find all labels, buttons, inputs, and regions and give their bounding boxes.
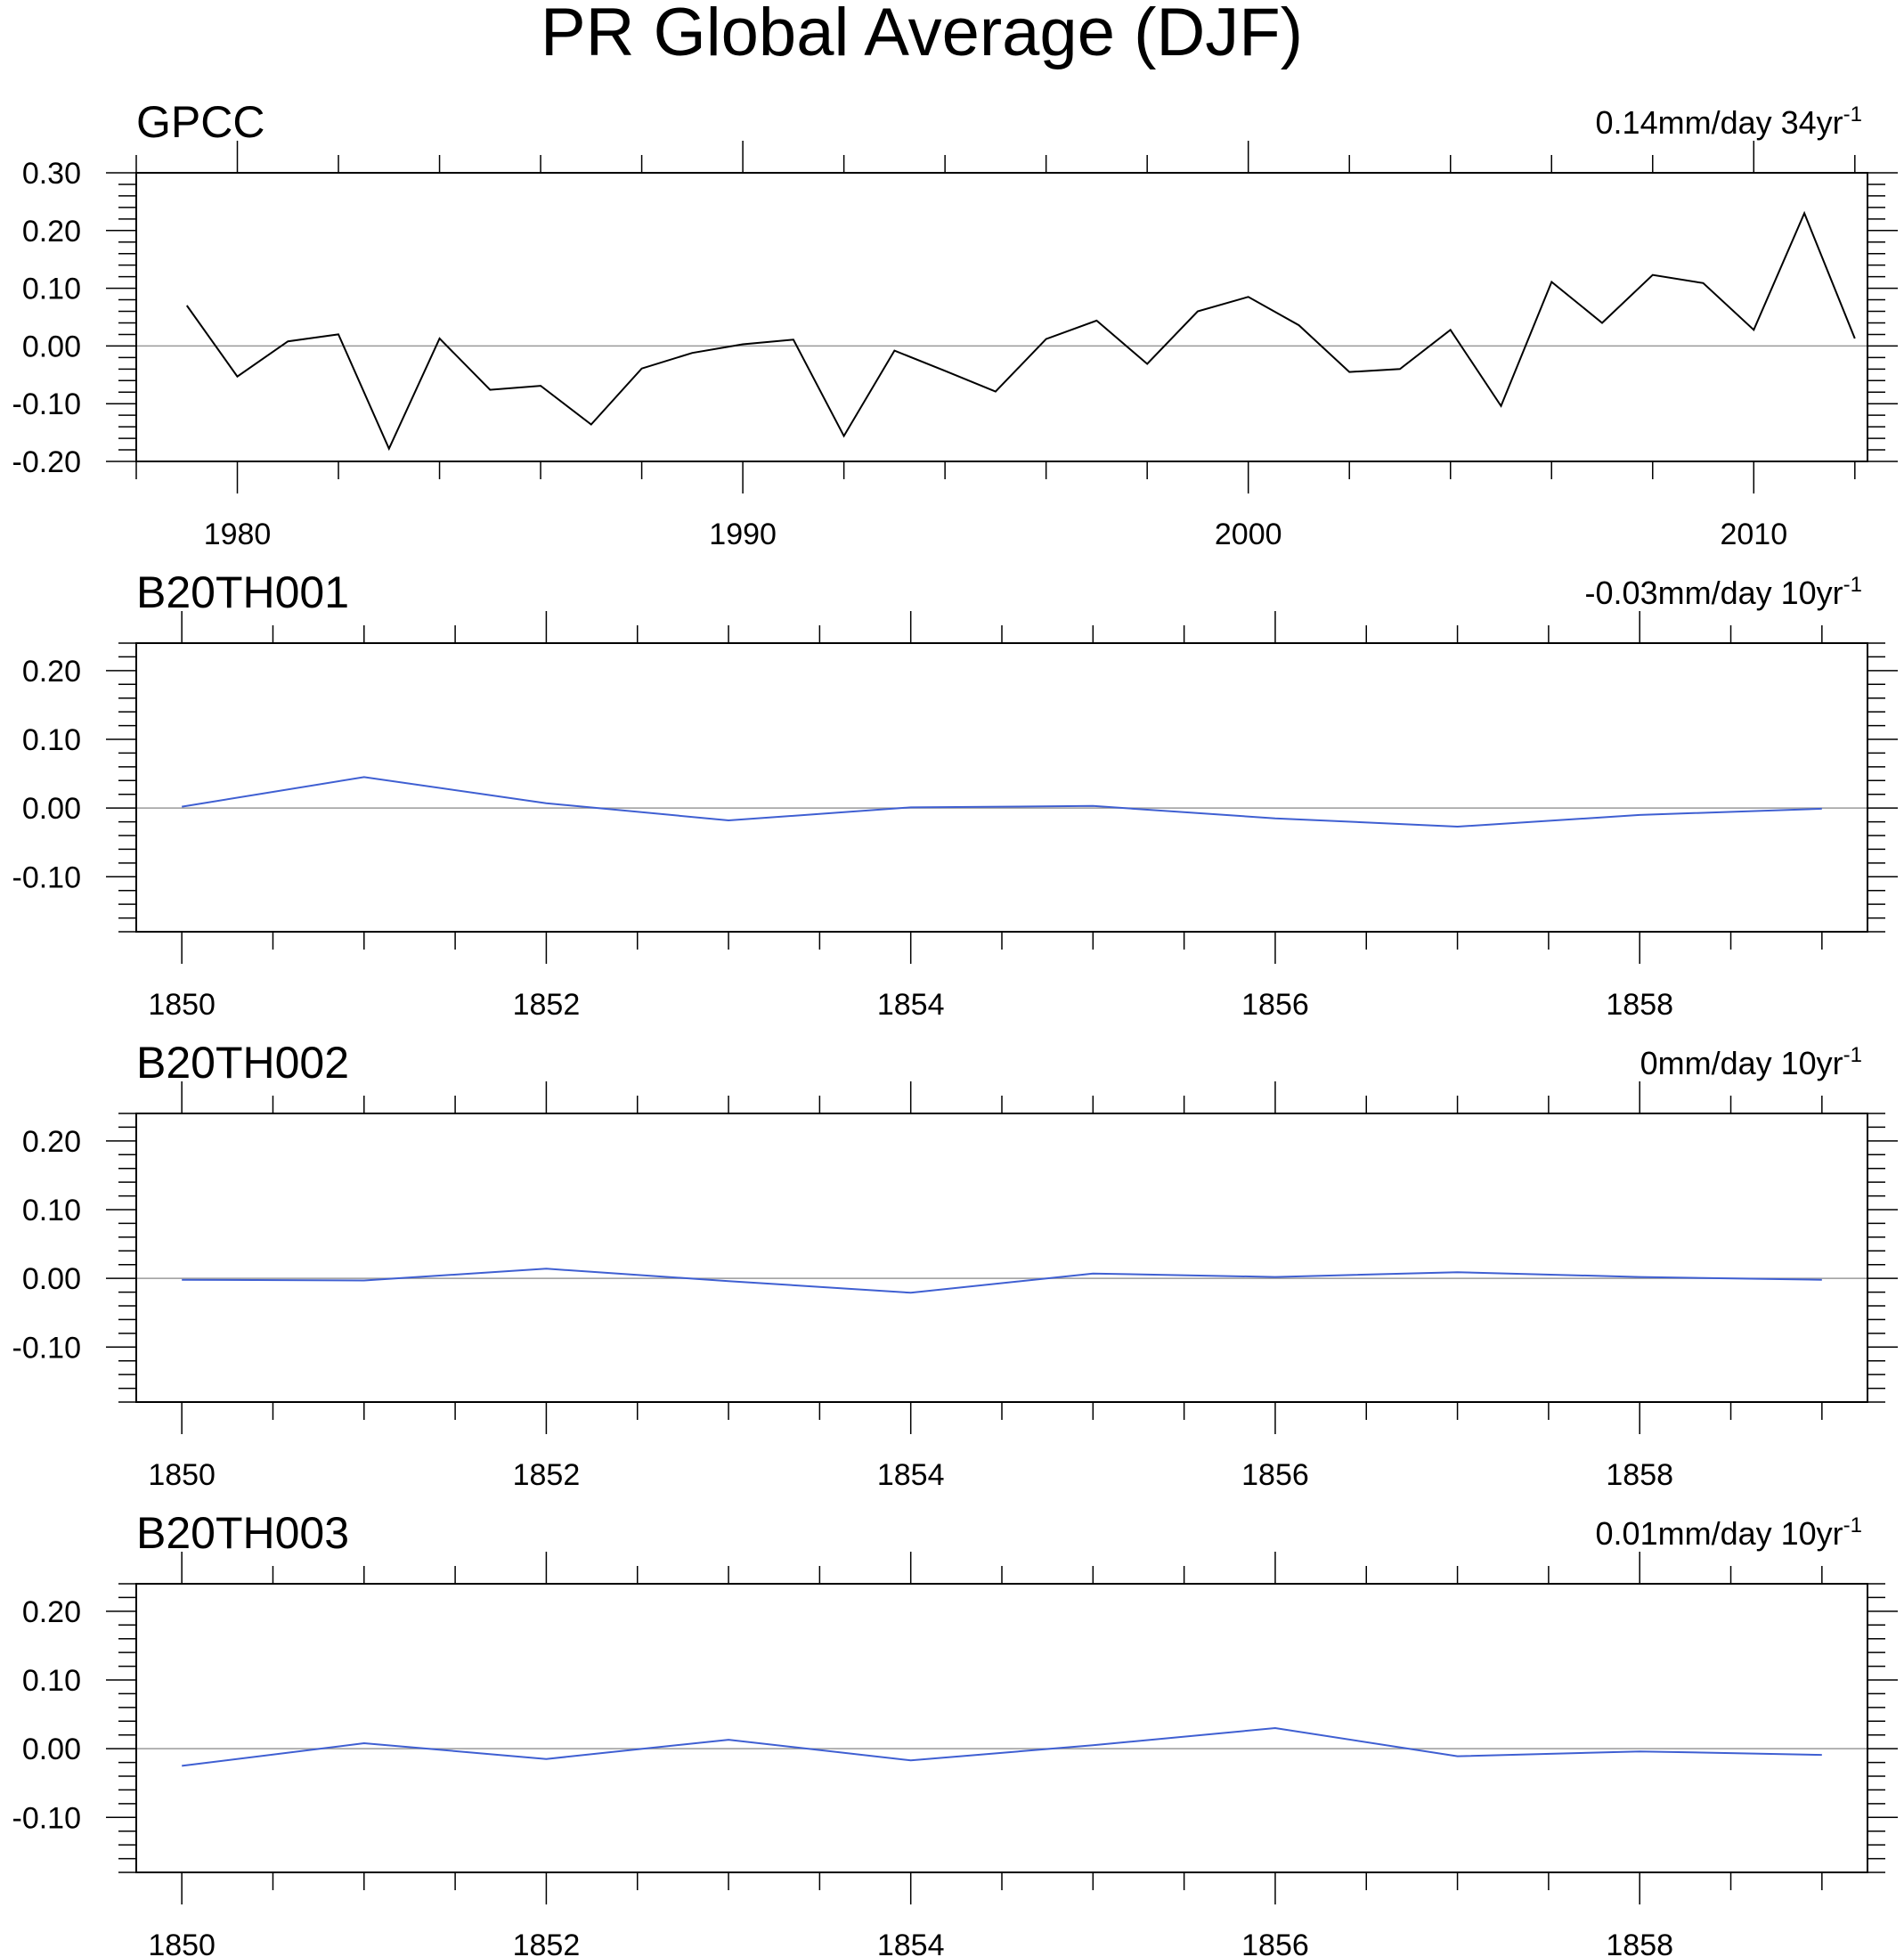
x-tick-label: 1852 [513,988,581,1022]
plot-frame [135,642,1868,933]
trend-value: 0.01mm/day 10yr [1596,1515,1843,1552]
panels: GPCC 0.14mm/day 34yr-1-0.20-0.100.000.100… [12,97,1898,1957]
y-tick-label: 0.20 [22,1125,81,1159]
x-tick-label: 1990 [709,518,777,551]
y-tick-label: -0.10 [12,1801,82,1835]
y-tick-label: 0.00 [22,1262,81,1296]
x-tick-label: 1850 [148,1458,216,1492]
plot-frame [135,1583,1868,1873]
series-line [182,1268,1822,1294]
x-tick-label: 1854 [877,988,945,1022]
figure-title: PR Global Average (DJF) [541,0,1303,70]
y-tick-label: 0.30 [22,157,81,191]
x-tick-label: 1858 [1606,988,1673,1022]
y-tick-label: 0.10 [22,273,81,306]
x-tick-label: 1854 [877,1458,945,1492]
trend-label: -0.03mm/day 10yr-1 [1585,573,1862,611]
series-line [182,1726,1822,1767]
panel-2: B20TH001 -0.03mm/day 10yr-1 -0.10 0.00 0.10 0… [12,567,1898,1022]
y-tick-label: 0.00 [22,1733,81,1766]
y-tick-label: 0.10 [22,1664,81,1698]
y-tick-label: 0.20 [22,215,81,249]
x-tick-label: 1858 [1606,1928,1673,1957]
y-tick-label: -0.10 [12,387,82,421]
x-tick-label: 1850 [148,1928,216,1957]
trend-label: 0.01mm/day 10yr-1 [1596,1513,1862,1552]
trend-exponent: -1 [1843,102,1862,126]
y-tick-label: -0.10 [12,1331,82,1365]
x-tick-label: 1856 [1241,1458,1309,1492]
y-tick-label: -0.10 [12,860,82,894]
y-tick-label: -0.20 [12,445,82,479]
panel-3: B20TH002 0mm/day 10yr-1 -0.10 0.00 0.10 0.20 1… [12,1038,1898,1492]
y-tick-label: 0.20 [22,655,81,689]
series-line [182,776,1822,828]
x-tick-label: 1852 [513,1458,581,1492]
panel-title: B20TH002 [136,1038,349,1088]
series-line [185,210,1856,452]
y-tick-label: 0.10 [22,723,81,757]
trend-exponent: -1 [1843,1043,1862,1067]
trend-exponent: -1 [1843,1513,1862,1537]
y-tick-label: 0.20 [22,1595,81,1629]
panel-1: GPCC 0.14mm/day 34yr-1 -0.20 -0.10 0.00 0.10 0… [12,97,1898,551]
trend-label: 0mm/day 10yr-1 [1640,1043,1862,1081]
x-tick-label: 1852 [513,1928,581,1957]
x-tick-label: 1850 [148,988,216,1022]
x-tick-label: 2000 [1215,518,1282,551]
trend-value: 0.14mm/day 34yr [1596,104,1843,141]
x-tick-label: 1858 [1606,1458,1673,1492]
x-tick-label: 1856 [1241,1928,1309,1957]
plot-frame [135,1113,1868,1403]
panel-title: GPCC [136,97,264,147]
x-tick-label: 2010 [1720,518,1787,551]
x-tick-label: 1980 [204,518,272,551]
panel-4: B20TH003 0.01mm/day 10yr-1 -0.10 0.00 0.10 0.… [12,1508,1898,1957]
y-tick-label: 0.00 [22,330,81,363]
panel-title: B20TH003 [136,1508,349,1558]
trend-label: 0.14mm/day 34yr-1 [1596,102,1862,141]
x-tick-label: 1856 [1241,988,1309,1022]
panel-title: B20TH001 [136,567,349,617]
plot-frame [135,172,1868,462]
trend-exponent: -1 [1843,573,1862,597]
y-tick-label: 0.00 [22,792,81,826]
trend-value: 0mm/day 10yr [1640,1045,1843,1081]
y-tick-label: 0.10 [22,1194,81,1227]
trend-value: -0.03mm/day 10yr [1585,575,1843,611]
x-tick-label: 1854 [877,1928,945,1957]
